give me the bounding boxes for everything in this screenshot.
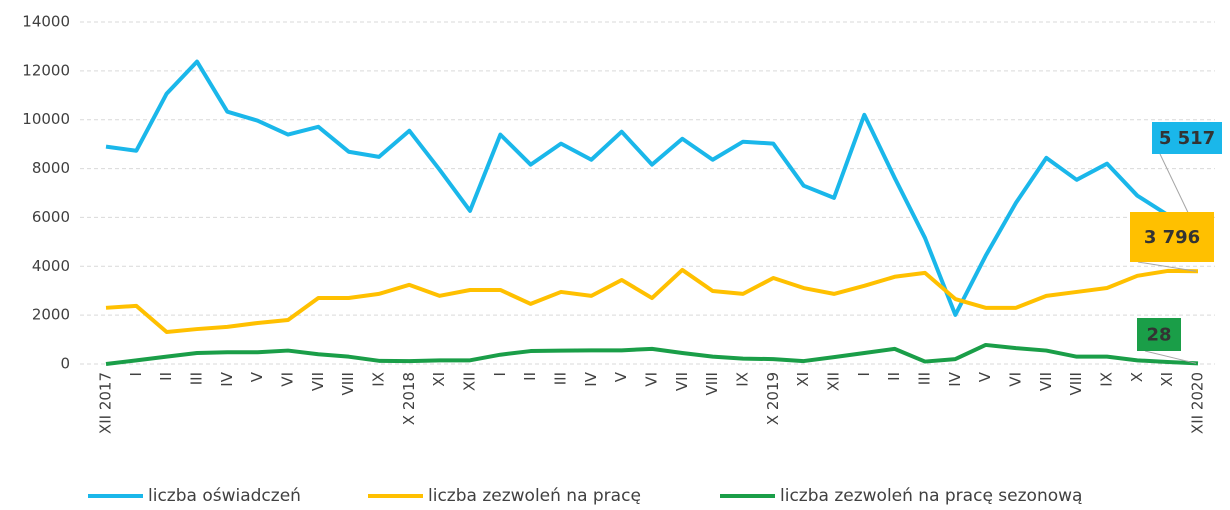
x-tick-label: III xyxy=(188,372,206,385)
x-tick-label: XII 2020 xyxy=(1189,372,1207,434)
legend-label: liczba oświadczeń xyxy=(148,486,301,506)
x-tick-label: II xyxy=(521,372,539,381)
x-tick-label: X 2019 xyxy=(764,372,782,425)
y-tick-label: 10000 xyxy=(22,110,70,128)
x-tick-label: VI xyxy=(279,372,297,387)
y-tick-label: 4000 xyxy=(32,257,70,275)
leader-line xyxy=(1144,350,1197,364)
x-tick-label: XI xyxy=(794,372,812,387)
x-tick-label: XI xyxy=(1158,372,1176,387)
legend-label: liczba zezwoleń na pracę xyxy=(428,486,641,506)
x-tick-label: VII xyxy=(673,372,691,391)
x-tick-label: V xyxy=(976,371,994,382)
x-tick-label: VI xyxy=(1007,372,1025,387)
x-tick-label: VIII xyxy=(703,372,721,396)
y-tick-label: 2000 xyxy=(32,306,70,324)
x-tick-label: IX xyxy=(734,372,752,387)
x-tick-label: VIII xyxy=(339,372,357,396)
x-tick-label: I xyxy=(855,372,873,376)
y-tick-label: 6000 xyxy=(32,208,70,226)
value-label-box xyxy=(1137,318,1181,351)
x-tick-label: X xyxy=(1128,372,1146,382)
value-label: 28 xyxy=(1146,325,1171,346)
x-tick-label: IV xyxy=(218,371,236,386)
y-tick-label: 8000 xyxy=(32,159,70,177)
series-line xyxy=(105,342,1199,366)
x-tick-label: IX xyxy=(1098,372,1116,387)
x-tick-label: X 2018 xyxy=(400,372,418,425)
y-tick-label: 12000 xyxy=(22,61,70,79)
x-tick-label: XI xyxy=(430,372,448,387)
value-label: 5 517 xyxy=(1159,128,1215,149)
series-line xyxy=(105,267,1199,334)
x-tick-label: VII xyxy=(1037,372,1055,391)
x-tick-label: VIII xyxy=(1067,372,1085,396)
x-tick-label: VII xyxy=(309,372,327,391)
x-tick-label: II xyxy=(157,372,175,381)
x-tick-label: V xyxy=(612,371,630,382)
value-label: 3 796 xyxy=(1144,227,1200,248)
x-tick-label: XII xyxy=(825,372,843,391)
leader-line xyxy=(1137,261,1197,272)
x-tick-label: VI xyxy=(643,372,661,387)
value-label-box xyxy=(1130,212,1214,262)
y-tick-label: 14000 xyxy=(22,13,70,31)
x-tick-label: XII xyxy=(461,372,479,391)
x-tick-label: V xyxy=(248,371,266,382)
x-tick-label: IV xyxy=(582,371,600,386)
x-tick-label: I xyxy=(127,372,145,376)
x-tick-label: I xyxy=(491,372,509,376)
x-tick-label: III xyxy=(916,372,934,385)
x-tick-label: II xyxy=(885,372,903,381)
legend-label: liczba zezwoleń na pracę sezonową xyxy=(780,486,1082,506)
value-label-box xyxy=(1152,122,1222,154)
x-tick-label: IV xyxy=(946,371,964,386)
x-tick-label: IX xyxy=(370,372,388,387)
x-tick-label: XII 2017 xyxy=(97,372,115,434)
y-tick-label: 0 xyxy=(60,355,70,373)
x-tick-label: III xyxy=(552,372,570,385)
series-line xyxy=(105,59,1199,317)
